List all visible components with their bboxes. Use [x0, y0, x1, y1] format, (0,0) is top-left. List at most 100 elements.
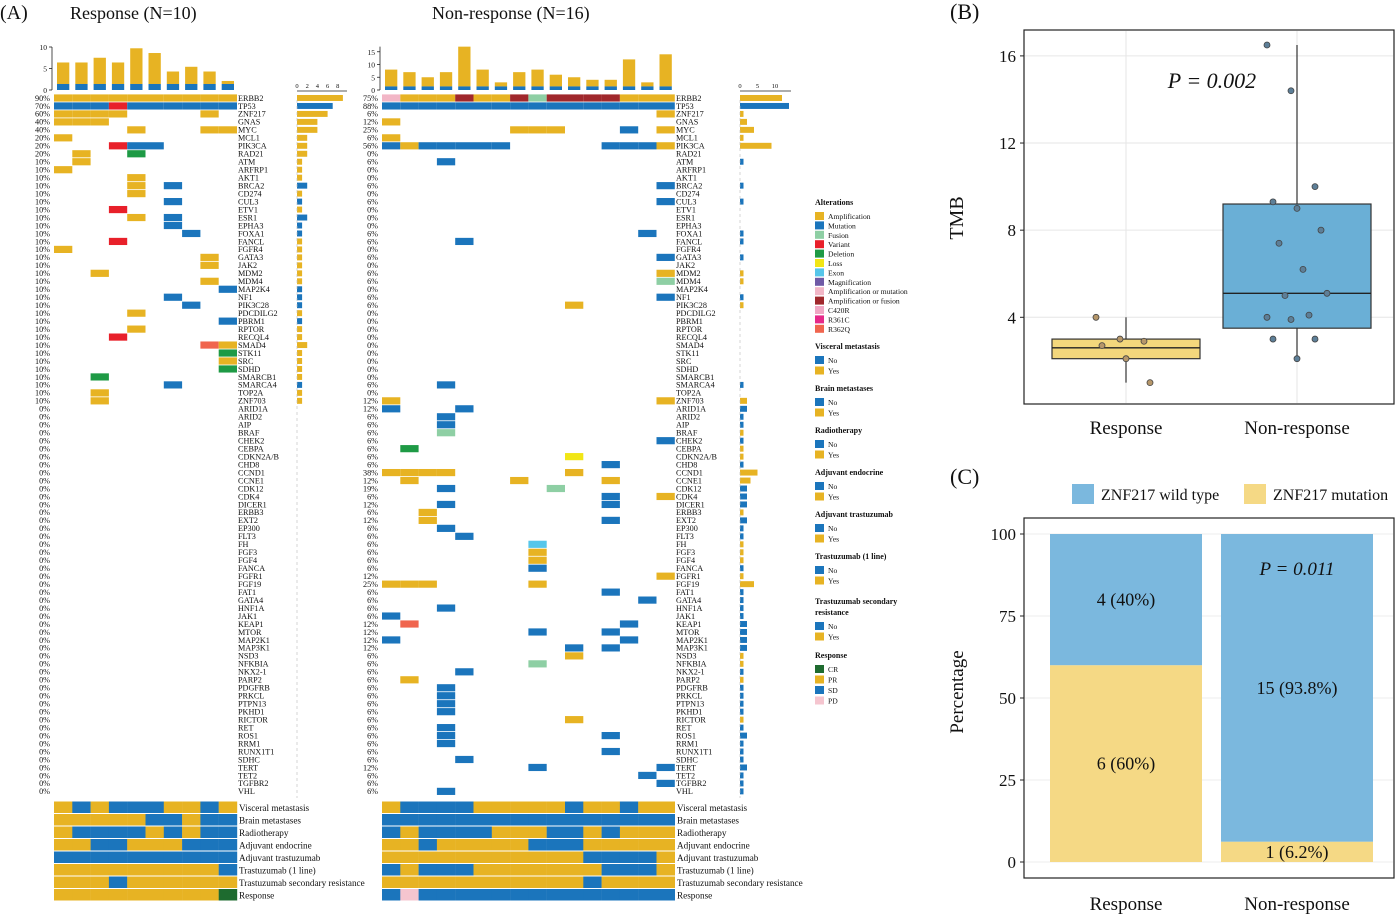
nonresponse-frequency-label: 6%	[367, 652, 378, 661]
response-top-bar-mut	[130, 83, 143, 90]
nonresponse-frequency-label: 6%	[367, 229, 378, 238]
response-side-bar	[297, 182, 308, 189]
nonresponse-side-bar	[740, 126, 754, 133]
response-clinical-cell	[182, 889, 201, 901]
response-top-bar-mut	[93, 83, 106, 90]
top-axis-tick-label: 10	[40, 43, 48, 52]
response-frequency-label: 20%	[35, 150, 50, 159]
response-side-bar	[297, 118, 318, 125]
response-cell	[163, 182, 183, 190]
nonresponse-side-bar	[740, 589, 744, 596]
nonresponse-frequency-label: 12%	[363, 636, 378, 645]
response-clinical-cell	[90, 864, 110, 876]
response-clinical-cell	[218, 826, 238, 838]
legend-swatch-mutation	[1244, 484, 1266, 504]
gene-label: TOP2A	[238, 389, 263, 398]
response-cell	[54, 102, 73, 110]
nonresponse-clinical-cell	[528, 889, 547, 901]
nonresponse-frequency-label: 0%	[367, 325, 378, 334]
nonresponse-cell	[510, 94, 529, 102]
nonresponse-frequency-label: 6%	[367, 293, 378, 302]
nonresponse-frequency-label: 6%	[367, 421, 378, 430]
response-cell	[54, 110, 73, 118]
response-frequency-label: 10%	[35, 261, 50, 270]
legend-swatch	[815, 450, 824, 459]
response-frequency-label: 0%	[39, 564, 50, 573]
response-cell	[218, 126, 237, 134]
nonresponse-side-bar	[740, 557, 744, 564]
data-point	[1275, 239, 1283, 247]
nonresponse-side-bar	[740, 110, 744, 117]
nonresponse-clinical-cell	[418, 889, 438, 901]
gene-label: SMAD4	[238, 341, 266, 350]
response-clinical-cell	[200, 801, 219, 813]
response-clinical-cell	[182, 876, 201, 888]
nonresponse-frequency-label: 75%	[363, 94, 378, 103]
gene-label: CD274	[238, 189, 262, 198]
gene-label: FH	[238, 540, 249, 549]
response-frequency-label: 10%	[35, 213, 50, 222]
nonresponse-cell	[656, 763, 675, 772]
nonresponse-cell	[436, 684, 456, 692]
response-frequency-label: 10%	[35, 229, 50, 238]
response-clinical-cell	[218, 876, 238, 888]
gene-label: TET2	[676, 771, 695, 780]
gene-label: ESR1	[676, 213, 695, 222]
response-frequency-label: 40%	[35, 126, 50, 135]
data-point	[1299, 265, 1307, 273]
response-frequency-label: 0%	[39, 700, 50, 709]
nonresponse-cell	[400, 620, 419, 628]
nonresponse-clinical-cell	[455, 851, 474, 863]
nonresponse-alteration-matrix	[382, 94, 675, 795]
response-clinical-cell	[200, 826, 219, 838]
legend-label: Yes	[828, 451, 839, 460]
nonresponse-frequency-label: 6%	[367, 692, 378, 701]
nonresponse-frequency-column: 75%88%6%12%25%6%56%0%6%0%0%6%0%6%0%0%0%6…	[363, 94, 378, 796]
response-gene-labels: ERBB2TP53ZNF217GNASMYCMCL1PIK3CARAD21ATM…	[238, 94, 279, 796]
response-cell	[108, 205, 128, 214]
nonresponse-clinical-cell	[601, 876, 621, 888]
response-frequency-label: 10%	[35, 333, 50, 342]
gene-label: FGF3	[676, 548, 695, 557]
response-frequency-label: 10%	[35, 245, 50, 254]
legend-label: No	[828, 524, 837, 533]
response-side-bar	[297, 190, 303, 197]
gene-label: ERBB2	[238, 94, 263, 103]
nonresponse-frequency-label: 0%	[367, 189, 378, 198]
gene-label: SMARCA4	[238, 381, 277, 390]
nonresponse-clinical-cell	[400, 876, 419, 888]
data-point	[1323, 289, 1331, 297]
nonresponse-cell	[473, 94, 492, 102]
gene-label: PIK3C28	[238, 301, 269, 310]
nonresponse-cell	[601, 142, 620, 150]
nonresponse-frequency-label: 0%	[367, 309, 378, 318]
response-side-bar	[297, 166, 303, 173]
response-frequency-label: 90%	[35, 94, 50, 103]
nonresponse-gene-labels: ERBB2TP53ZNF217GNASMYCMCL1PIK3CARAD21ATM…	[676, 94, 717, 796]
nonresponse-cell	[656, 492, 675, 501]
response-frequency-label: 20%	[35, 142, 50, 151]
nonresponse-cell	[601, 94, 620, 102]
nonresponse-frequency-label: 12%	[363, 572, 378, 581]
nonresponse-cell	[382, 397, 401, 405]
nonresponse-cell	[565, 102, 584, 110]
nonresponse-cell	[436, 381, 456, 389]
nonresponse-top-bar-mut	[385, 86, 398, 90]
nonresponse-clinical-cell	[656, 826, 675, 838]
response-frequency-label: 0%	[39, 763, 50, 772]
response-clinical-cell	[200, 851, 219, 863]
response-clinical-cell	[108, 851, 128, 863]
gene-label: NSD3	[676, 652, 696, 661]
response-frequency-label: 10%	[35, 253, 50, 262]
response-side-bar	[297, 206, 303, 213]
nonresponse-frequency-label: 6%	[367, 452, 378, 461]
response-cell	[163, 94, 183, 102]
response-clinical-cell	[54, 876, 73, 888]
legend-title: Adjuvant endocrine	[815, 468, 884, 477]
gene-label: JAK2	[238, 261, 257, 270]
nonresponse-side-bar	[740, 748, 744, 755]
gene-label: NF1	[238, 293, 253, 302]
response-cell	[90, 102, 109, 110]
response-frequency-label: 0%	[39, 405, 50, 414]
response-cell	[200, 341, 219, 349]
